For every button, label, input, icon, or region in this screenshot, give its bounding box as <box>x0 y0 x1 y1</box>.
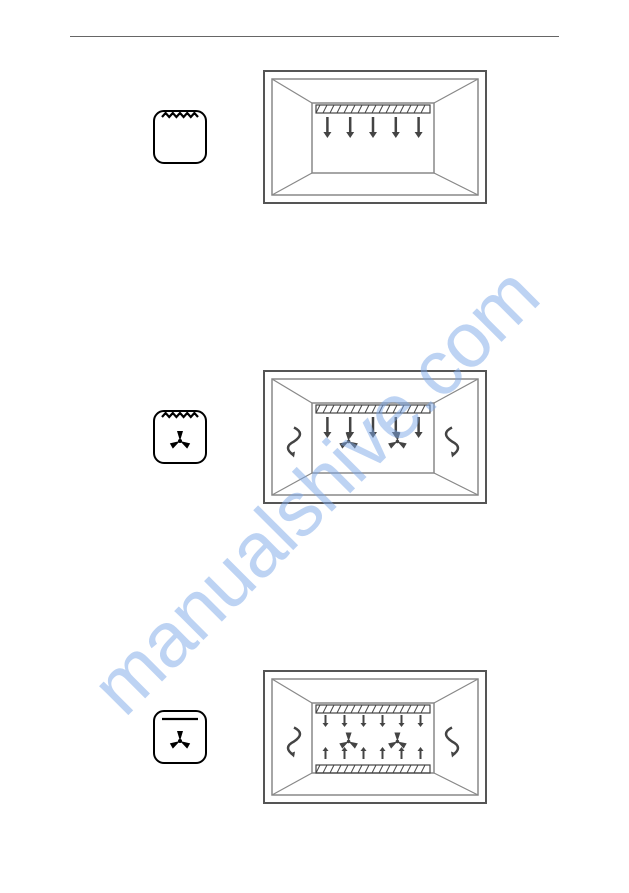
modes-container <box>70 67 559 807</box>
mode-row <box>150 667 559 807</box>
fan-oven-mode-diagram <box>260 667 490 807</box>
mode-row <box>150 67 559 207</box>
grill-mode-diagram <box>260 67 490 207</box>
fan-grill-mode-icon <box>150 407 210 467</box>
fan-grill-mode-diagram <box>260 367 490 507</box>
grill-mode-icon <box>150 107 210 167</box>
fan-oven-mode-icon <box>150 707 210 767</box>
header-rule <box>70 36 559 37</box>
manual-page: manualshive.com <box>0 0 629 893</box>
mode-row <box>150 367 559 507</box>
